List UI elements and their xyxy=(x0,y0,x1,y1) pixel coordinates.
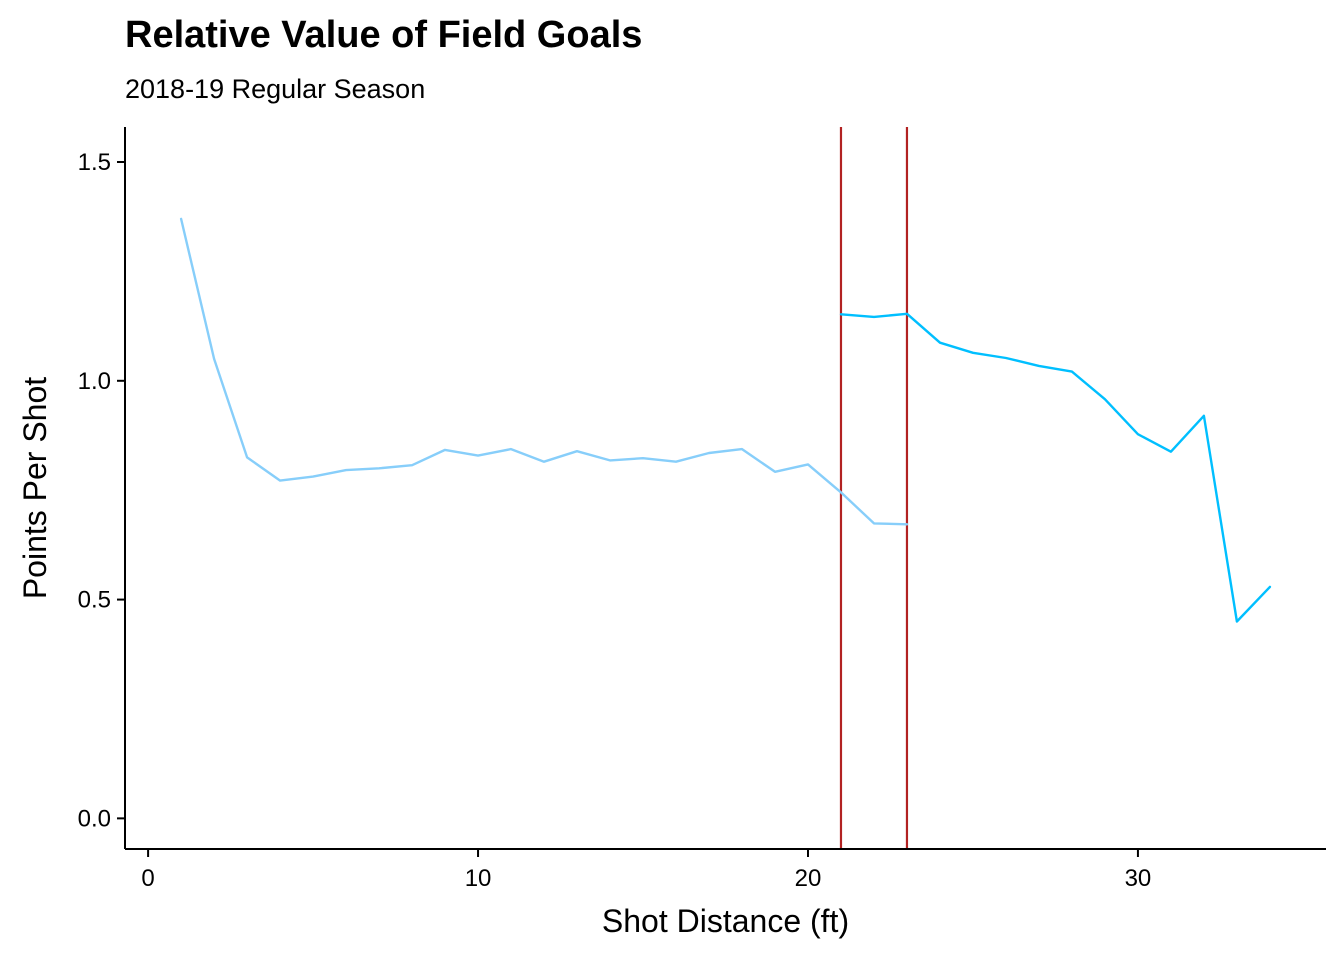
x-tick-label: 0 xyxy=(141,865,154,892)
chart-subtitle: 2018-19 Regular Season xyxy=(125,74,426,104)
chart-title: Relative Value of Field Goals xyxy=(125,14,643,56)
series-line-2 xyxy=(839,312,1272,623)
y-tick-label: 1.0 xyxy=(78,368,111,395)
x-ticks: 0 10 20 30 xyxy=(141,849,1151,892)
y-ticks: 0.0 0.5 1.0 1.5 xyxy=(78,149,125,832)
axes xyxy=(124,127,1326,850)
y-tick-label: 0.0 xyxy=(78,805,111,832)
series-line-1 xyxy=(179,217,909,526)
reference-lines xyxy=(839,127,909,849)
y-axis-title: Points Per Shot xyxy=(17,377,53,599)
y-tick-label: 0.5 xyxy=(78,587,111,614)
x-tick-label: 30 xyxy=(1125,865,1152,892)
x-tick-label: 20 xyxy=(795,865,822,892)
x-tick-label: 10 xyxy=(465,865,492,892)
y-tick-label: 1.5 xyxy=(78,149,111,176)
x-axis-title: Shot Distance (ft) xyxy=(602,903,849,939)
series-lines xyxy=(179,217,1272,623)
